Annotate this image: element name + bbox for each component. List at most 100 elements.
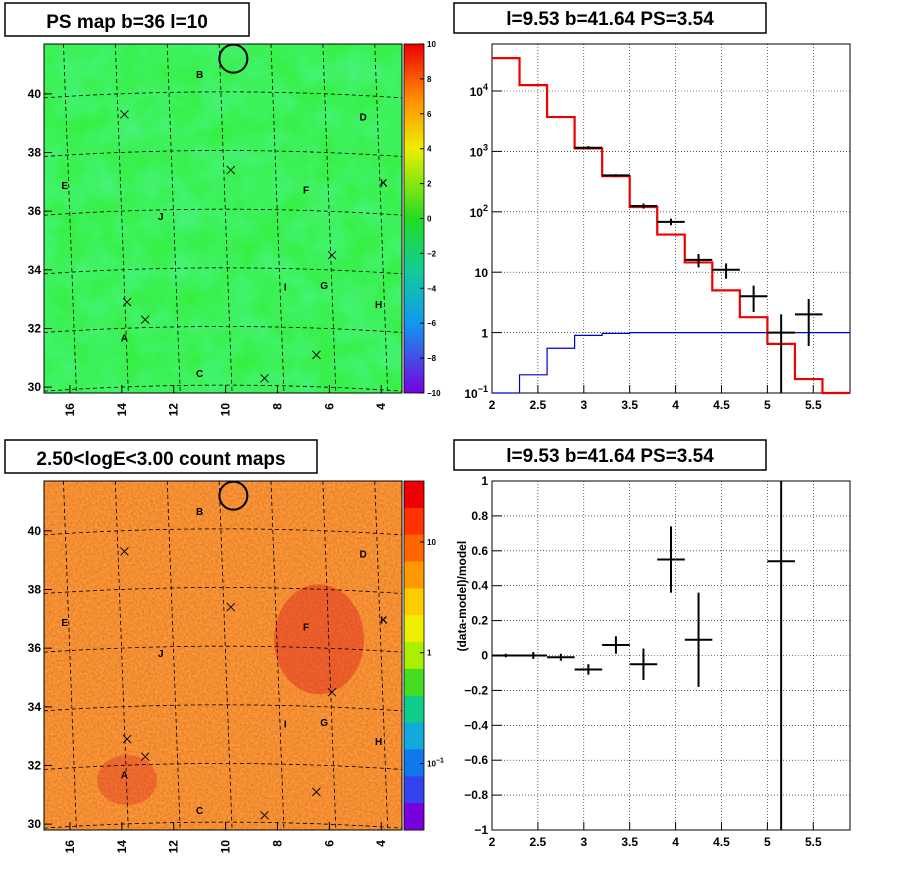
y-tick-label: −0.6	[464, 753, 488, 767]
source-label: H	[375, 737, 382, 748]
colorbar-tick-label: 10	[427, 40, 436, 49]
cross-marker	[260, 811, 269, 820]
map-grid-line	[43, 587, 403, 594]
map-y-tick-label: 36	[28, 641, 42, 655]
source-label: B	[196, 70, 203, 81]
map-x-tick-label: 8	[270, 403, 284, 410]
map-grid-line	[43, 821, 403, 829]
colorbar-step	[404, 749, 424, 777]
map-grid-line	[43, 763, 403, 770]
colorbar-tick-label: 1	[427, 649, 432, 658]
map-x-tick-label: 16	[63, 840, 77, 854]
map-grid-line	[43, 267, 403, 275]
colorbar-step	[404, 534, 424, 563]
x-tick-label: 5	[764, 398, 771, 412]
map-x-tick-label: 14	[115, 403, 129, 417]
y-tick-label: 10	[475, 266, 489, 280]
map-grid-line	[63, 43, 77, 394]
map-grid-line	[218, 43, 233, 394]
y-tick-label: 0.8	[471, 509, 488, 523]
colorbar-tick-label: −4	[427, 284, 437, 293]
y-tick-label: −0.4	[464, 718, 488, 732]
x-tick-label: 5.5	[805, 398, 822, 412]
y-tick-label: 103	[470, 142, 488, 159]
cross-marker	[226, 602, 236, 612]
cross-marker	[312, 350, 321, 360]
y-tick-label: 0.4	[471, 579, 488, 593]
cross-marker	[122, 297, 132, 307]
x-tick-label: 4.5	[713, 398, 730, 412]
map-y-tick-label: 38	[28, 146, 42, 160]
colorbar-step	[404, 776, 424, 804]
map-grid-line	[43, 645, 403, 653]
x-tick-label: 3	[580, 835, 587, 849]
cross-marker	[327, 250, 337, 260]
map-x-tick-label: 4	[374, 840, 388, 847]
colorbar-step	[404, 588, 424, 616]
y-tick-label: 0.6	[471, 544, 488, 558]
map-x-tick-label: 6	[322, 840, 336, 847]
title-residual-box	[453, 439, 767, 471]
colorbar-step	[404, 561, 424, 589]
map-frame	[43, 480, 403, 831]
title-ps-map-box	[4, 2, 250, 37]
map-texture	[44, 481, 402, 830]
map-grid-line	[43, 384, 403, 392]
map-hotspot	[97, 755, 158, 806]
map-grid-line	[43, 326, 403, 333]
source-label: K	[380, 615, 388, 626]
colorbar-tick-label: 10−1	[427, 758, 444, 769]
map-grid-line	[374, 43, 389, 394]
cross-marker	[260, 374, 269, 383]
map-grid-line	[218, 480, 233, 831]
map-y-tick-label: 40	[28, 524, 42, 538]
map-grid-line	[166, 43, 181, 394]
map-x-tick-label: 4	[374, 403, 388, 410]
x-tick-label: 3.5	[621, 398, 638, 412]
title-count-map-box	[4, 439, 318, 474]
map-y-tick-label: 34	[28, 263, 42, 277]
colorbar-step	[404, 615, 424, 643]
source-label: A	[121, 334, 128, 345]
map-y-tick-label: 40	[28, 87, 42, 101]
title-spectrum-box	[453, 2, 767, 34]
map-y-tick-label: 32	[28, 321, 42, 335]
cross-marker	[120, 547, 129, 556]
map-grid-line	[322, 43, 337, 394]
map-panel-0: 16 14 12 10 8 6 4 30 32 34 36 38 40 B D E K F J I G H A C 10 8 6 4 2…	[28, 40, 441, 416]
source-label: B	[196, 507, 203, 518]
map-y-tick-label: 30	[28, 817, 42, 831]
source-label: I	[284, 719, 287, 730]
source-label: J	[158, 649, 164, 660]
colorbar	[403, 480, 425, 831]
cross-marker	[140, 315, 150, 324]
x-tick-label: 2	[489, 398, 496, 412]
x-tick-label: 4	[672, 835, 679, 849]
map-grid-line	[270, 480, 285, 831]
map-x-tick-label: 16	[63, 403, 77, 417]
map-y-tick-label: 34	[28, 700, 42, 714]
y-tick-label: 102	[470, 203, 488, 220]
x-tick-label: 4	[672, 398, 679, 412]
map-grid-line	[43, 150, 403, 157]
map-x-tick-label: 12	[167, 840, 181, 854]
map-grid-line	[43, 91, 403, 99]
title-spectrum: l=9.53 b=41.64 PS=3.54	[506, 9, 714, 30]
x-tick-label: 5	[764, 835, 771, 849]
colorbar-step	[404, 668, 424, 697]
y-tick-label: −0.2	[464, 683, 488, 697]
map-x-tick-label: 8	[270, 840, 284, 847]
source-label: G	[320, 281, 328, 292]
map-y-tick-label: 32	[28, 758, 42, 772]
map-grid-line	[270, 43, 285, 394]
title-count-map: 2.50<logE<3.00 count maps	[36, 449, 285, 470]
map-x-tick-label: 10	[219, 403, 233, 417]
source-label: D	[359, 549, 366, 560]
colorbar-tick-label: 2	[427, 180, 432, 189]
source-label: E	[61, 181, 68, 192]
source-label: F	[303, 186, 309, 197]
x-tick-label: 3	[580, 398, 587, 412]
map-x-tick-label: 12	[167, 403, 181, 417]
colorbar-step	[404, 481, 424, 509]
